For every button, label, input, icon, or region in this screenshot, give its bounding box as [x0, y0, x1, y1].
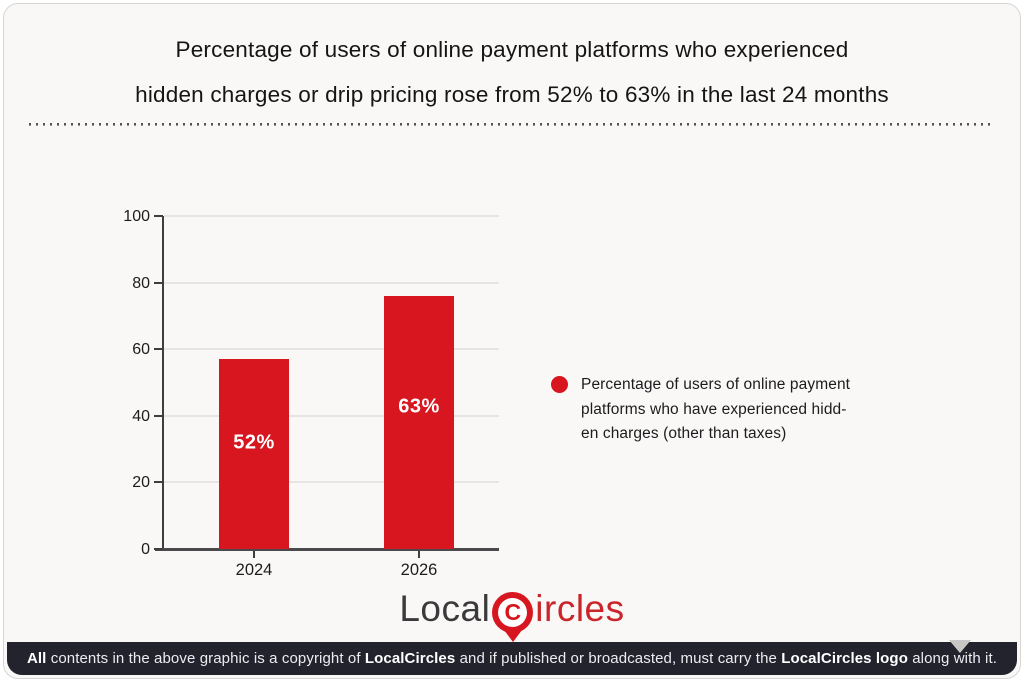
- footer-text-localcircles: LocalCircles: [364, 650, 456, 667]
- x-axis-line: [155, 548, 499, 551]
- footer-text: and if published or broadcasted, must ca…: [455, 650, 782, 667]
- localcircles-logo: Local C ircles: [4, 578, 1020, 650]
- y-axis-label-100: 100: [123, 208, 150, 225]
- y-tick-100: [154, 215, 163, 217]
- y-axis-label-60: 60: [132, 341, 150, 359]
- pin-letter-c: C: [498, 597, 528, 627]
- logo-text-local: Local: [399, 588, 491, 629]
- bar-2024: 52%: [219, 359, 289, 549]
- y-axis-label-40: 40: [132, 407, 150, 425]
- legend-text-line3: en charges (other than taxes): [581, 425, 787, 442]
- gridline-40: [164, 414, 499, 417]
- x-tick-2024: [253, 551, 255, 558]
- bar-chart-plot: 0 20 40 60 80 100 52% 2024 63% 2026: [123, 208, 499, 579]
- bar-2026: 63%: [384, 295, 454, 549]
- y-axis-label-20: 20: [132, 474, 150, 492]
- chart-title-line1: Percentage of users of online payment pl…: [175, 37, 849, 62]
- copyright-footer: All contents in the above graphic is a c…: [7, 640, 1017, 675]
- y-tick-80: [154, 281, 163, 284]
- y-axis-label-80: 80: [132, 274, 150, 292]
- chart-title-line2: hidden charges or drip pricing rose from…: [135, 82, 889, 107]
- ribbon-notch-icon: [949, 640, 971, 653]
- location-pin-icon: C: [492, 591, 534, 650]
- bar-value-label-2026: 63%: [398, 395, 440, 418]
- chart-title: Percentage of users of online payment pl…: [4, 27, 1020, 117]
- infographic-card: Percentage of users of online payment pl…: [3, 3, 1021, 679]
- y-tick-40: [154, 414, 163, 417]
- gridline-100: [164, 215, 499, 217]
- y-tick-0: [154, 548, 163, 550]
- legend-text: Percentage of users of online payment pl…: [581, 373, 850, 447]
- gridline-20: [164, 481, 499, 484]
- y-axis-label-0: 0: [141, 541, 150, 558]
- pin-circle: C: [492, 591, 534, 633]
- legend-text-line2: platforms who have experienced hidd-: [581, 400, 847, 418]
- legend-marker-icon: [551, 376, 568, 393]
- bar-value-label-2024: 52%: [233, 431, 275, 454]
- x-axis-label-2026: 2026: [400, 561, 438, 579]
- y-axis-line: [162, 216, 164, 549]
- legend-text-line1: Percentage of users of online payment: [581, 376, 851, 393]
- footer-text: along with it.: [907, 650, 998, 667]
- x-tick-2026: [418, 551, 420, 558]
- gridline-80: [164, 281, 499, 284]
- logo-text-ircles: ircles: [535, 588, 625, 629]
- gridline-60: [164, 348, 499, 351]
- pin-tail: [503, 629, 522, 642]
- x-axis-label-2024: 2024: [235, 561, 273, 579]
- y-tick-20: [154, 481, 163, 484]
- footer-text: contents in the above graphic is a copyr…: [46, 650, 365, 667]
- dotted-separator: [29, 123, 995, 126]
- footer-text-all: All: [26, 650, 47, 667]
- footer-text-localcircles-logo: LocalCircles logo: [781, 650, 908, 667]
- y-tick-60: [154, 348, 163, 351]
- chart-legend: Percentage of users of online payment pl…: [551, 373, 936, 447]
